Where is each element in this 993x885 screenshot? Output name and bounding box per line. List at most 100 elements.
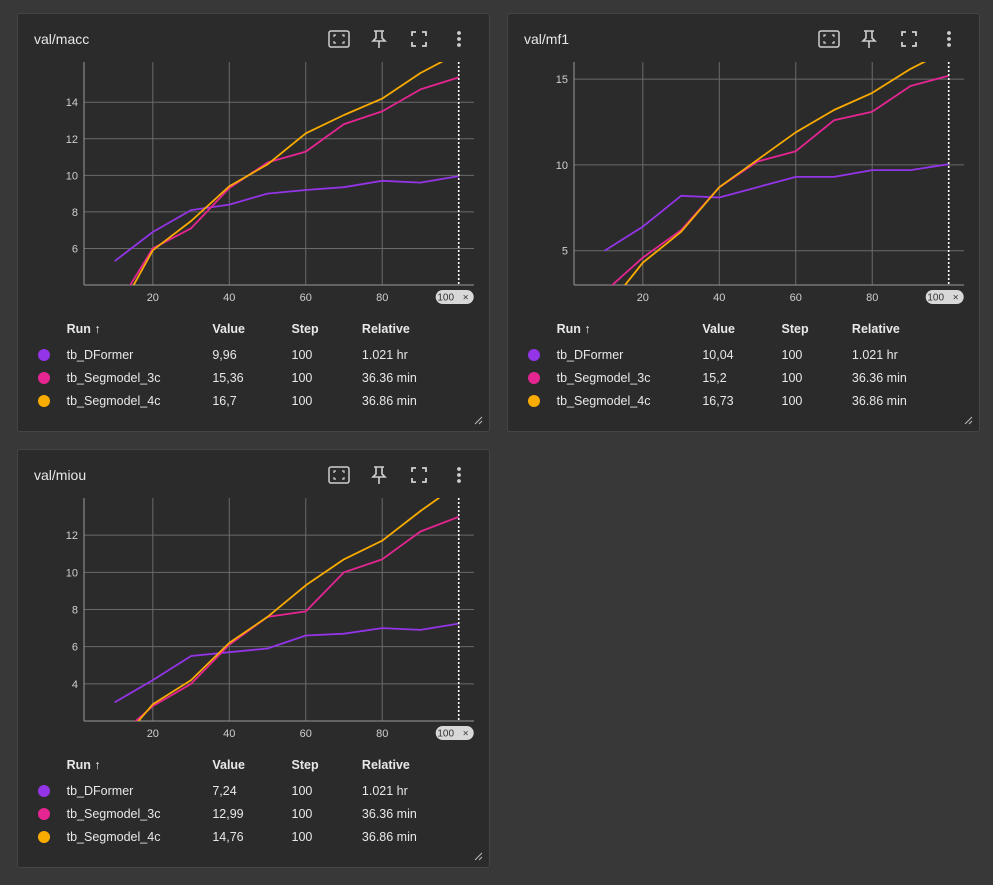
legend-value: 10,04 bbox=[702, 347, 734, 362]
fullscreen-icon[interactable] bbox=[399, 462, 439, 488]
close-icon: × bbox=[463, 729, 469, 740]
series-line-tb_Segmodel_4c[interactable] bbox=[115, 484, 459, 749]
resize-handle-icon[interactable] bbox=[474, 416, 483, 425]
legend-run-name: tb_Segmodel_3c bbox=[66, 806, 161, 821]
run-color-swatch[interactable] bbox=[38, 349, 50, 362]
close-icon: × bbox=[953, 293, 959, 304]
legend-relative: 1.021 hr bbox=[851, 347, 898, 362]
legend-header-color bbox=[38, 321, 67, 343]
legend-row[interactable]: tb_DFormer 9,96 100 1.021 hr bbox=[38, 343, 458, 366]
series-line-tb_Segmodel_3c[interactable] bbox=[115, 515, 460, 740]
legend-run-name: tb_Segmodel_4c bbox=[66, 393, 161, 408]
series-line-tb_Segmodel_3c[interactable] bbox=[115, 76, 459, 310]
legend-step: 100 bbox=[781, 370, 803, 385]
y-tick-label: 5 bbox=[562, 246, 568, 258]
legend-value: 15,36 bbox=[212, 370, 244, 385]
y-tick-label: 14 bbox=[66, 97, 78, 109]
pin-icon[interactable] bbox=[359, 26, 399, 52]
x-tick-label: 40 bbox=[223, 292, 235, 304]
series-line-tb_DFormer[interactable] bbox=[114, 175, 459, 262]
more-vert-icon[interactable] bbox=[439, 462, 479, 488]
legend-run-name: tb_Segmodel_4c bbox=[66, 829, 161, 844]
run-color-swatch[interactable] bbox=[528, 349, 540, 362]
legend-value: 14,76 bbox=[212, 829, 244, 844]
legend-row[interactable]: tb_Segmodel_3c 15,2 100 36.36 min bbox=[528, 366, 948, 389]
x-tick-label: 60 bbox=[300, 292, 312, 304]
fullscreen-icon[interactable] bbox=[399, 26, 439, 52]
card-toolbar bbox=[319, 462, 479, 488]
x-tick-label: 60 bbox=[790, 292, 802, 304]
legend-value: 12,99 bbox=[212, 806, 244, 821]
series-line-tb_DFormer[interactable] bbox=[114, 622, 459, 704]
run-color-swatch[interactable] bbox=[528, 372, 540, 385]
step-badge[interactable]: 100 × bbox=[435, 726, 474, 740]
line-chart[interactable]: 20 40 60 80 4 6 8 10 12 100 × bbox=[18, 450, 491, 755]
series-line-tb_DFormer[interactable] bbox=[604, 163, 949, 252]
legend-header-run[interactable]: Run ↑ bbox=[66, 322, 101, 336]
y-tick-label: 10 bbox=[66, 170, 78, 182]
series-line-tb_Segmodel_4c[interactable] bbox=[605, 50, 949, 311]
run-color-swatch[interactable] bbox=[38, 372, 50, 385]
pin-icon[interactable] bbox=[359, 462, 399, 488]
resize-handle-icon[interactable] bbox=[964, 416, 973, 425]
run-color-swatch[interactable] bbox=[38, 785, 50, 798]
legend-header-run[interactable]: Run ↑ bbox=[556, 322, 591, 336]
card-title: val/macc bbox=[34, 31, 90, 47]
y-tick-label: 12 bbox=[66, 530, 78, 542]
step-badge-label: 100 bbox=[927, 293, 944, 304]
legend-step: 100 bbox=[291, 806, 313, 821]
legend-row[interactable]: tb_Segmodel_4c 14,76 100 36.86 min bbox=[38, 825, 458, 848]
legend-run-name: tb_DFormer bbox=[66, 783, 134, 798]
close-icon: × bbox=[463, 293, 469, 304]
step-badge-label: 100 bbox=[437, 293, 454, 304]
legend-table: Run ↑ Value Step Relative tb_DFormer 9,96 100 1… bbox=[38, 321, 458, 412]
legend-step: 100 bbox=[291, 783, 313, 798]
grid bbox=[83, 498, 474, 722]
x-tick-label: 20 bbox=[637, 292, 649, 304]
series-line-tb_Segmodel_4c[interactable] bbox=[115, 53, 459, 319]
x-tick-label: 20 bbox=[147, 292, 159, 304]
legend-header-value: Value bbox=[702, 322, 736, 336]
legend-row[interactable]: tb_Segmodel_4c 16,73 100 36.86 min bbox=[528, 389, 948, 412]
y-tick-label: 15 bbox=[556, 74, 568, 86]
legend-row[interactable]: tb_DFormer 7,24 100 1.021 hr bbox=[38, 779, 458, 802]
legend-header-row: Run ↑ Value Step Relative bbox=[38, 757, 458, 779]
legend-header-relative: Relative bbox=[361, 758, 410, 772]
run-color-swatch[interactable] bbox=[528, 395, 540, 408]
legend-row[interactable]: tb_DFormer 10,04 100 1.021 hr bbox=[528, 343, 948, 366]
x-tick-label: 20 bbox=[147, 728, 159, 740]
fullscreen-icon[interactable] bbox=[889, 26, 929, 52]
legend-header-step: Step bbox=[291, 758, 319, 772]
x-tick-label: 80 bbox=[376, 292, 388, 304]
legend-relative: 1.021 hr bbox=[361, 783, 408, 798]
x-tick-label: 40 bbox=[223, 728, 235, 740]
legend-header-relative: Relative bbox=[851, 322, 900, 336]
legend-table: Run ↑ Value Step Relative tb_DFormer 10,04 100… bbox=[528, 321, 948, 412]
run-color-swatch[interactable] bbox=[38, 395, 50, 408]
pin-icon[interactable] bbox=[849, 26, 889, 52]
legend-header-run[interactable]: Run ↑ bbox=[66, 758, 101, 772]
legend-row[interactable]: tb_Segmodel_3c 12,99 100 36.36 min bbox=[38, 802, 458, 825]
legend-relative: 1.021 hr bbox=[361, 347, 408, 362]
run-color-swatch[interactable] bbox=[38, 808, 50, 821]
step-badge[interactable]: 100 × bbox=[435, 290, 474, 304]
more-vert-icon[interactable] bbox=[439, 26, 479, 52]
line-chart[interactable]: 20 40 60 80 6 8 10 12 14 100 × bbox=[18, 14, 491, 319]
y-tick-label: 8 bbox=[72, 207, 78, 219]
legend-row[interactable]: tb_Segmodel_4c 16,7 100 36.86 min bbox=[38, 389, 458, 412]
step-badge[interactable]: 100 × bbox=[925, 290, 964, 304]
fit-domain-icon[interactable] bbox=[809, 26, 849, 52]
resize-handle-icon[interactable] bbox=[474, 852, 483, 861]
series-line-tb_Segmodel_3c[interactable] bbox=[605, 74, 949, 292]
line-chart[interactable]: 20 40 60 80 5 10 15 100 × bbox=[508, 14, 981, 319]
legend-relative: 36.36 min bbox=[361, 806, 417, 821]
legend-header-value: Value bbox=[212, 758, 246, 772]
chart-card-macc: val/macc 20 40 60 80 6 8 10 12 14 100 × Run ↑ Value… bbox=[17, 13, 490, 432]
run-color-swatch[interactable] bbox=[38, 831, 50, 844]
fit-domain-icon[interactable] bbox=[319, 462, 359, 488]
grid bbox=[573, 62, 964, 286]
legend-row[interactable]: tb_Segmodel_3c 15,36 100 36.36 min bbox=[38, 366, 458, 389]
legend-value: 9,96 bbox=[212, 347, 237, 362]
fit-domain-icon[interactable] bbox=[319, 26, 359, 52]
more-vert-icon[interactable] bbox=[929, 26, 969, 52]
